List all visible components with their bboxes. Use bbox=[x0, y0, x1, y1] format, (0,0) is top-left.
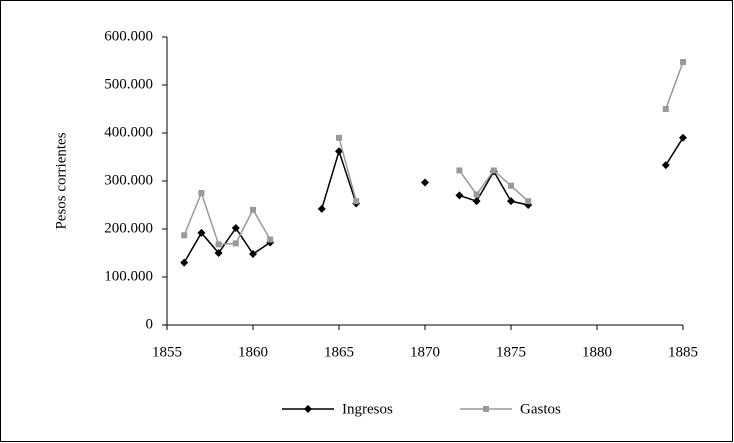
series-line bbox=[665, 137, 684, 166]
y-tick-label: 300.000 bbox=[104, 172, 153, 188]
data-point bbox=[267, 236, 274, 243]
data-point bbox=[507, 197, 515, 206]
y-tick-label: 200.000 bbox=[104, 220, 153, 236]
data-point bbox=[335, 147, 343, 156]
x-tick-label: 1870 bbox=[410, 344, 440, 360]
y-tick-label: 0 bbox=[146, 316, 154, 332]
data-point bbox=[250, 206, 256, 213]
data-point bbox=[336, 134, 342, 141]
x-tick-label: 1860 bbox=[238, 344, 268, 360]
x-tick-label: 1865 bbox=[324, 344, 354, 360]
data-point bbox=[490, 167, 497, 174]
legend-marker bbox=[483, 406, 489, 412]
data-point bbox=[508, 182, 514, 189]
data-point bbox=[455, 191, 464, 200]
series-line bbox=[338, 137, 357, 202]
legend-marker bbox=[304, 405, 312, 413]
legend-label: Gastos bbox=[520, 401, 561, 417]
y-tick-label: 600.000 bbox=[104, 28, 153, 44]
data-point bbox=[525, 198, 532, 205]
y-tick-label: 400.000 bbox=[104, 124, 153, 140]
data-point bbox=[472, 197, 481, 206]
y-axis-label: Pesos corrientes bbox=[53, 132, 69, 229]
data-point bbox=[232, 240, 239, 247]
series-line bbox=[183, 190, 271, 246]
data-point bbox=[456, 167, 463, 174]
data-point bbox=[231, 224, 240, 233]
data-point bbox=[198, 190, 205, 196]
x-tick-label: 1885 bbox=[668, 344, 698, 360]
series-line bbox=[183, 226, 271, 263]
data-point bbox=[180, 258, 189, 267]
x-tick-label: 1855 bbox=[152, 344, 182, 360]
data-point bbox=[662, 106, 669, 112]
data-point bbox=[661, 161, 670, 170]
series-line bbox=[665, 61, 684, 110]
x-tick-label: 1880 bbox=[582, 344, 612, 360]
legend-label: Ingresos bbox=[342, 401, 393, 417]
data-point bbox=[353, 198, 360, 205]
x-tick-label: 1875 bbox=[496, 344, 526, 360]
data-point bbox=[215, 241, 222, 248]
y-tick-label: 500.000 bbox=[104, 76, 153, 92]
y-tick-label: 100.000 bbox=[104, 268, 153, 284]
data-point bbox=[317, 204, 326, 213]
data-point bbox=[679, 133, 687, 142]
data-point bbox=[214, 249, 223, 257]
data-point bbox=[680, 58, 686, 65]
data-point bbox=[473, 191, 480, 198]
data-point bbox=[181, 232, 188, 239]
data-point bbox=[249, 249, 257, 258]
data-point bbox=[421, 178, 429, 187]
data-point bbox=[197, 228, 206, 237]
